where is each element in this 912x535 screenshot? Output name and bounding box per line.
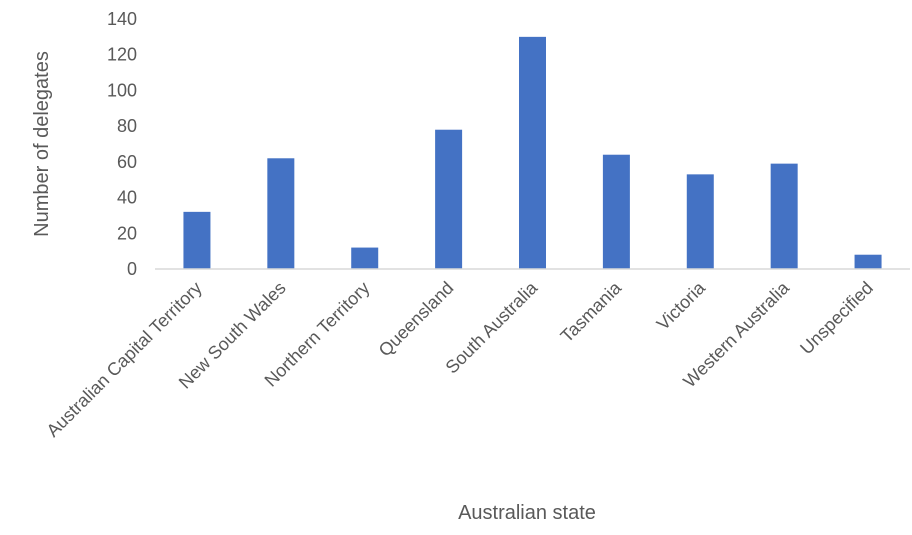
y-tick-label: 20	[117, 223, 137, 243]
y-tick-label: 60	[117, 152, 137, 172]
y-axis-ticks: 0 20 40 60 80 100 120 140	[107, 9, 137, 279]
bar	[183, 211, 211, 269]
bar	[602, 154, 630, 269]
bar	[267, 158, 295, 269]
x-category-label: Unspecified	[796, 278, 877, 359]
y-axis-title: Number of delegates	[31, 51, 53, 237]
x-category-label: Queensland	[375, 278, 458, 361]
bar	[351, 247, 379, 269]
y-tick-label: 140	[107, 9, 137, 29]
x-axis-title: Australian state	[458, 502, 596, 524]
y-tick-label: 80	[117, 116, 137, 136]
x-category-label: Tasmania	[557, 277, 626, 346]
y-tick-label: 120	[107, 45, 137, 65]
y-tick-label: 40	[117, 188, 137, 208]
bar	[854, 254, 882, 269]
x-category-label: Australian Capital Territory	[43, 278, 206, 441]
bars	[183, 36, 882, 269]
y-tick-label: 0	[127, 259, 137, 279]
x-category-label: Victoria	[653, 277, 710, 334]
bar	[686, 174, 714, 269]
y-tick-label: 100	[107, 80, 137, 100]
bar	[770, 163, 798, 269]
bar	[435, 129, 463, 269]
bar	[519, 36, 546, 269]
